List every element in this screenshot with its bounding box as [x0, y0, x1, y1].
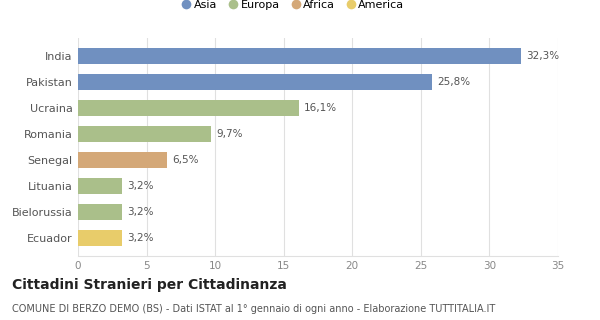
Bar: [78, 230, 122, 246]
Text: 25,8%: 25,8%: [437, 77, 470, 87]
Text: 3,2%: 3,2%: [127, 233, 154, 243]
Text: 6,5%: 6,5%: [173, 155, 199, 165]
Bar: [78, 204, 122, 220]
Bar: [78, 48, 521, 64]
Bar: [78, 126, 211, 142]
Bar: [78, 152, 167, 168]
Text: 16,1%: 16,1%: [304, 103, 337, 113]
Text: 3,2%: 3,2%: [127, 207, 154, 217]
Text: COMUNE DI BERZO DEMO (BS) - Dati ISTAT al 1° gennaio di ogni anno - Elaborazione: COMUNE DI BERZO DEMO (BS) - Dati ISTAT a…: [12, 304, 495, 314]
Bar: [78, 74, 432, 90]
Text: 9,7%: 9,7%: [217, 129, 243, 139]
Text: 32,3%: 32,3%: [526, 51, 560, 61]
Text: Cittadini Stranieri per Cittadinanza: Cittadini Stranieri per Cittadinanza: [12, 278, 287, 292]
Legend: Asia, Europa, Africa, America: Asia, Europa, Africa, America: [181, 0, 407, 13]
Bar: [78, 179, 122, 194]
Bar: [78, 100, 299, 116]
Text: 3,2%: 3,2%: [127, 181, 154, 191]
